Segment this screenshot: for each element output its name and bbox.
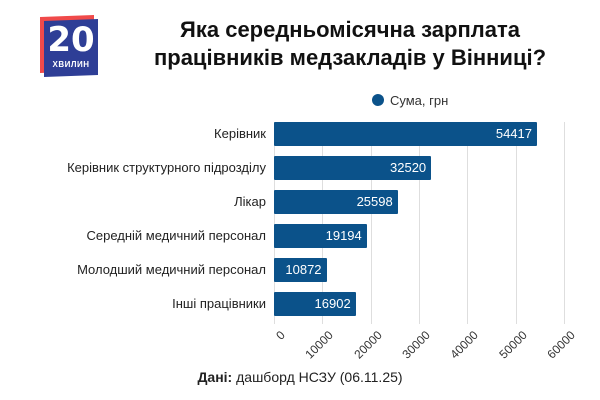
plot-area: 54417 32520 25598 19194 10872 16902 [274, 122, 565, 324]
bar: 10872 [274, 258, 327, 282]
gridline [322, 122, 324, 324]
logo-number: 20 [47, 20, 95, 60]
bar: 16902 [274, 292, 356, 316]
bar-row: 32520 [274, 156, 564, 180]
bar: 19194 [274, 224, 367, 248]
gridline [515, 122, 517, 324]
category-label: Лікар [234, 194, 266, 209]
category-label: Середній медичний персонал [86, 228, 266, 243]
category-label: Молодший медичний персонал [77, 262, 266, 277]
gridline [564, 122, 565, 324]
legend-label: Сума, грн [390, 92, 449, 108]
source-note: Дані: дашборд НСЗУ (06.11.25) [0, 369, 600, 385]
source-text: дашборд НСЗУ (06.11.25) [232, 369, 403, 385]
logo-word: ХВИЛИН [52, 60, 90, 69]
bar-row: 10872 [274, 258, 564, 282]
gridline [419, 122, 420, 324]
bar: 54417 [274, 122, 537, 146]
logo: 20 ХВИЛИН [40, 15, 98, 77]
gridline [467, 122, 469, 324]
bar-row: 16902 [274, 292, 564, 316]
bar: 32520 [274, 156, 432, 180]
legend: Сума, грн [372, 90, 448, 110]
bar-row: 54417 [274, 122, 564, 146]
title-line-1: Яка середньомісячна зарплата [180, 17, 520, 42]
legend-swatch-icon [372, 94, 384, 106]
category-label: Керівник структурного підрозділу [67, 160, 266, 175]
gridline [274, 122, 275, 324]
bar-row: 19194 [274, 224, 564, 248]
gridline [370, 122, 372, 324]
category-label: Керівник [214, 126, 266, 141]
bar: 25598 [274, 190, 398, 214]
title-line-2: працівників медзакладів у Вінниці? [153, 45, 547, 70]
source-label: Дані: [197, 369, 233, 385]
category-label: Інші працівники [172, 296, 266, 311]
bar-row: 25598 [274, 190, 564, 214]
chart-title: Яка середньомісячна зарплата працівників… [110, 16, 590, 72]
